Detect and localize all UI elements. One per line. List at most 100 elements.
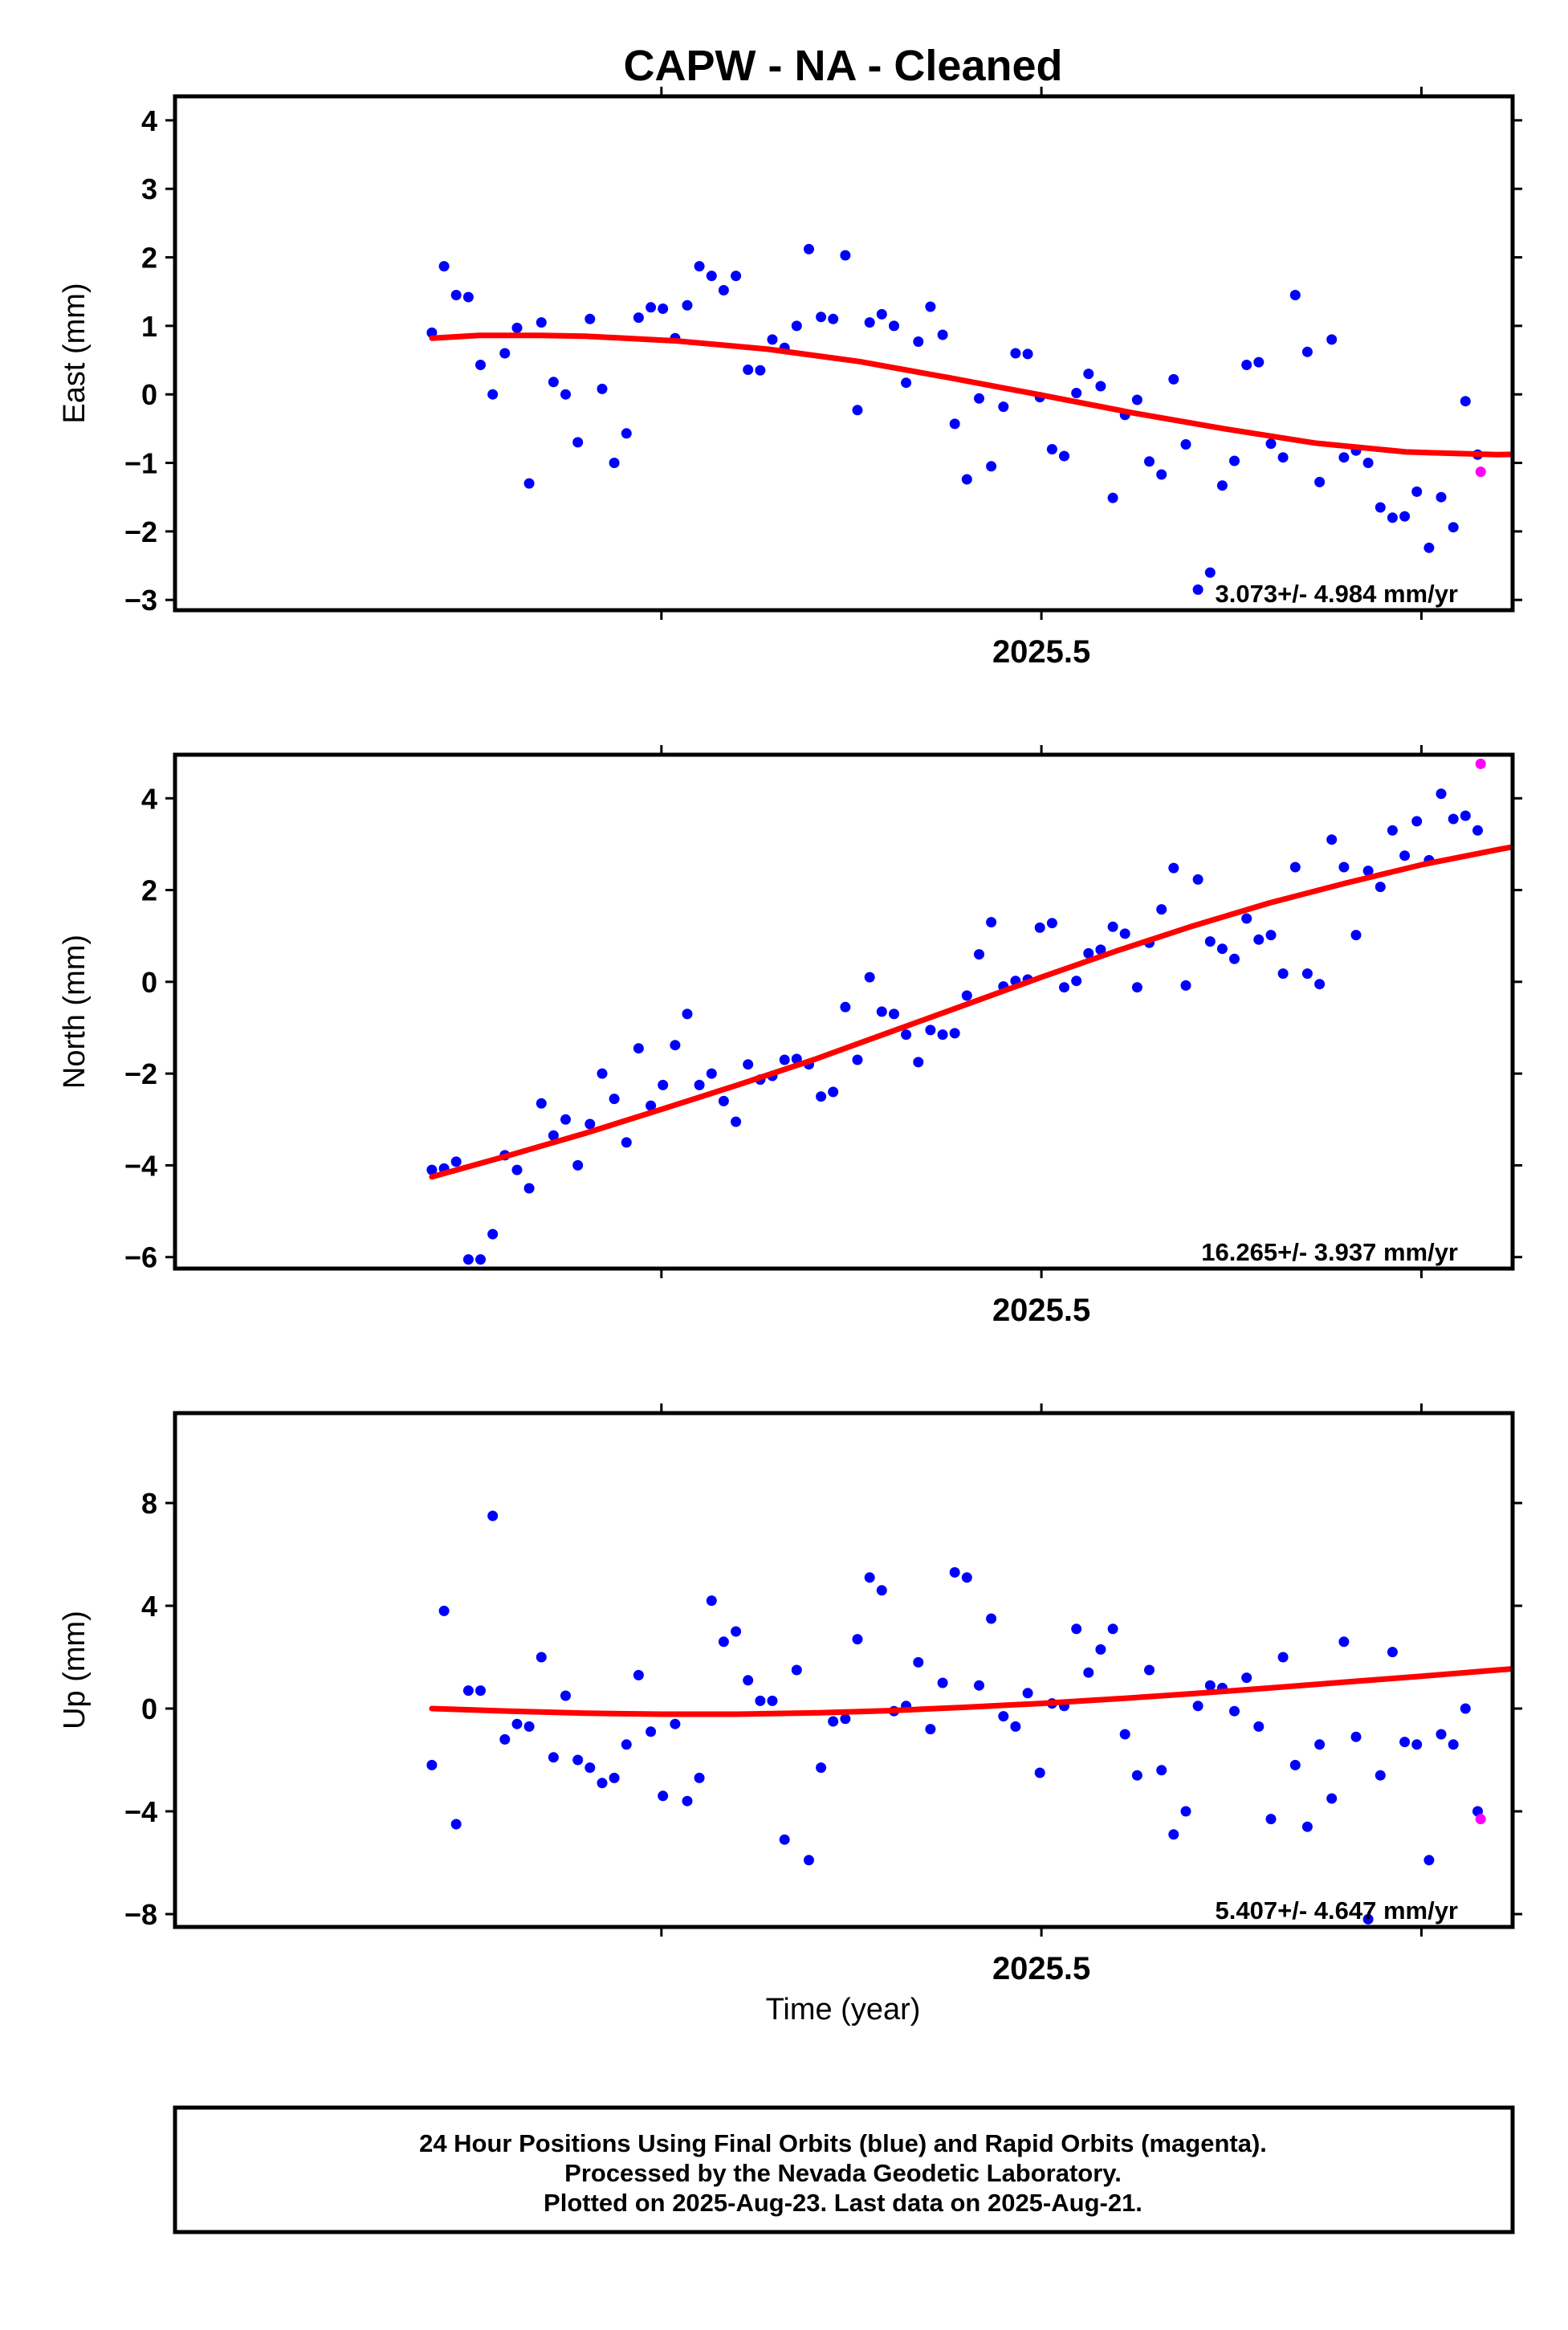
up-final-point — [1083, 1667, 1094, 1678]
up-final-point — [913, 1656, 924, 1668]
up-final-point — [1411, 1739, 1423, 1750]
east-final-point — [1338, 452, 1350, 463]
up-ytick-label: 0 — [141, 1693, 157, 1725]
up-final-point — [925, 1724, 936, 1735]
north-ytick-label: 2 — [141, 874, 157, 907]
east-final-point — [1362, 458, 1374, 468]
east-final-point — [1265, 438, 1277, 450]
east-final-point — [658, 303, 669, 314]
east-final-point — [694, 261, 705, 272]
north-final-point — [1046, 918, 1057, 929]
north-final-point — [864, 972, 875, 983]
east-final-point — [1399, 511, 1411, 522]
north-final-point — [1156, 904, 1167, 915]
up-final-point — [1119, 1729, 1130, 1740]
east-final-point — [621, 428, 632, 439]
north-final-point — [889, 1008, 899, 1020]
up-final-point — [670, 1718, 681, 1729]
east-final-point — [633, 312, 644, 324]
east-ytick-label: 2 — [141, 242, 157, 275]
up-rapid-point — [1541, 1490, 1551, 1501]
east-ytick-label: −1 — [124, 447, 157, 480]
up-xtick-label: 2025.5 — [992, 1951, 1090, 1986]
east-final-point — [876, 308, 887, 320]
east-final-point — [438, 261, 450, 272]
north-rate-label: 16.265+/- 3.937 mm/yr — [1201, 1238, 1458, 1266]
east-ytick-label: 3 — [141, 173, 157, 206]
up-final-point — [584, 1762, 596, 1774]
up-final-point — [438, 1605, 450, 1616]
north-final-point — [450, 1156, 462, 1167]
north-final-point — [462, 1254, 474, 1265]
north-final-point — [1204, 936, 1216, 947]
north-final-point — [1107, 921, 1118, 932]
up-panel: 8 4 0 −4 −8 2025.5 Up (mm) 5.407+/- 4.647 mm/yr — [58, 1403, 1551, 1986]
north-final-point — [925, 1024, 936, 1036]
up-trend-line — [429, 1666, 1513, 1717]
north-final-point — [1241, 913, 1252, 924]
up-final-point — [1253, 1721, 1265, 1732]
up-final-point — [658, 1790, 669, 1802]
up-final-point — [1180, 1806, 1191, 1817]
north-final-point — [682, 1008, 693, 1020]
north-final-point — [913, 1057, 924, 1068]
up-final-point — [876, 1585, 887, 1596]
up-final-point — [974, 1680, 984, 1691]
east-data-layer — [426, 243, 1513, 595]
north-final-point — [548, 1130, 559, 1141]
up-final-point — [1010, 1721, 1021, 1732]
up-final-point — [487, 1510, 499, 1521]
north-final-point — [840, 1001, 851, 1012]
up-final-point — [475, 1685, 486, 1697]
north-final-point — [1095, 944, 1106, 955]
up-final-point — [852, 1634, 863, 1645]
north-final-point — [633, 1043, 644, 1054]
up-final-point — [1375, 1770, 1386, 1781]
east-final-point — [864, 317, 875, 328]
up-final-point — [1229, 1705, 1240, 1717]
up-final-point — [1241, 1672, 1252, 1684]
east-final-point — [1229, 455, 1240, 466]
east-final-point — [1022, 348, 1033, 360]
east-final-point — [804, 243, 814, 255]
east-final-point — [974, 393, 984, 404]
north-final-point — [1338, 862, 1350, 873]
footer-box: 24 Hour Positions Using Final Orbits (bl… — [173, 2105, 1515, 2234]
north-final-point — [475, 1254, 486, 1265]
north-rapid-point — [1541, 814, 1551, 825]
up-final-point — [1338, 1636, 1350, 1648]
up-final-point — [1460, 1703, 1471, 1714]
east-final-point — [1460, 396, 1471, 407]
up-final-point — [1192, 1701, 1203, 1712]
north-data-layer — [426, 758, 1568, 1265]
up-final-point — [1399, 1737, 1411, 1748]
north-final-point — [1350, 930, 1362, 941]
east-final-point — [1071, 388, 1082, 398]
east-final-point — [572, 437, 584, 448]
east-final-point — [1436, 491, 1447, 503]
east-ytick-label: 0 — [141, 378, 157, 411]
up-final-point — [840, 1713, 851, 1725]
up-ytick-label: 4 — [141, 1590, 157, 1623]
east-final-point — [487, 389, 499, 400]
north-final-point — [1289, 862, 1301, 873]
east-final-point — [1411, 486, 1423, 497]
east-final-point — [1010, 348, 1021, 359]
east-trend-line — [429, 332, 1513, 458]
chart-title: CAPW - NA - Cleaned — [623, 42, 1062, 90]
east-final-point — [913, 336, 924, 347]
north-ytick-label: 4 — [141, 782, 157, 815]
east-final-point — [523, 478, 535, 489]
north-rapid-point — [1565, 841, 1568, 852]
east-final-point — [1046, 444, 1057, 454]
north-final-point — [1131, 982, 1142, 993]
up-final-point — [597, 1778, 608, 1789]
north-final-point — [1059, 982, 1069, 993]
north-final-point — [1216, 943, 1228, 955]
east-ytick-label: −2 — [124, 515, 157, 548]
north-final-point — [1083, 947, 1094, 959]
north-final-point — [974, 949, 984, 960]
up-final-point — [694, 1772, 705, 1783]
up-final-point — [609, 1772, 620, 1783]
east-final-point — [937, 329, 948, 340]
